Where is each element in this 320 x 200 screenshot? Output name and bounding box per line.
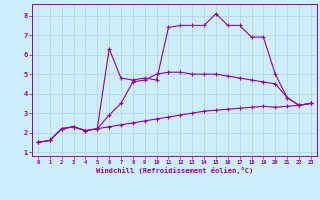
- X-axis label: Windchill (Refroidissement éolien,°C): Windchill (Refroidissement éolien,°C): [96, 167, 253, 174]
